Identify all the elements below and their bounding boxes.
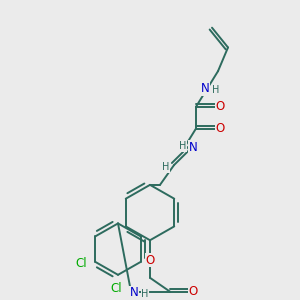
Text: N: N	[130, 286, 138, 299]
Text: H: H	[212, 85, 220, 95]
Text: H: H	[141, 289, 149, 298]
Text: Cl: Cl	[76, 257, 87, 271]
Text: H: H	[179, 141, 187, 151]
Text: O: O	[215, 122, 225, 135]
Text: H: H	[162, 162, 170, 172]
Text: Cl: Cl	[110, 282, 122, 295]
Text: N: N	[189, 141, 197, 154]
Text: O: O	[188, 285, 198, 298]
Text: O: O	[215, 100, 225, 113]
Text: O: O	[146, 254, 154, 266]
Text: N: N	[201, 82, 209, 95]
